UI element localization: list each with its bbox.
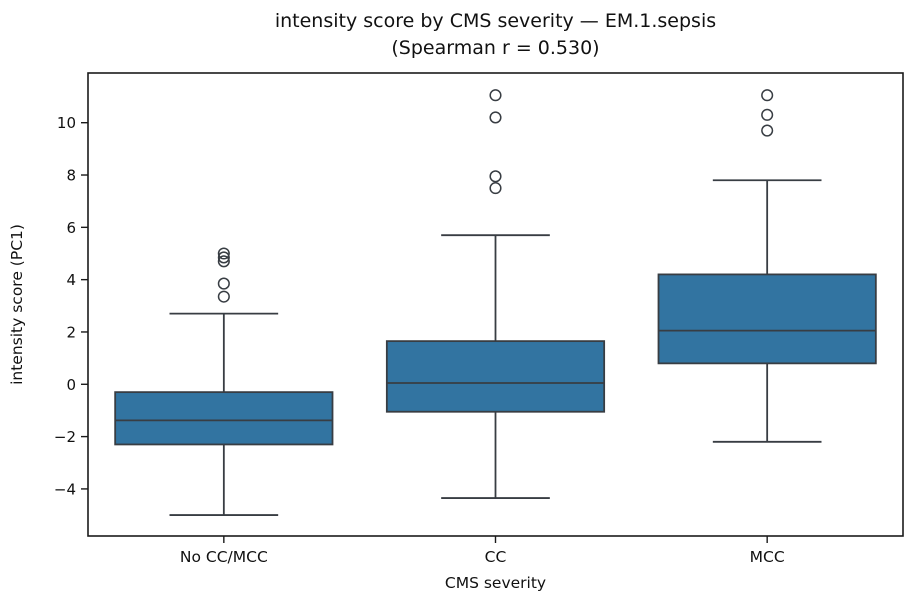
- y-tick-label: 4: [66, 271, 76, 289]
- y-tick-label: 8: [66, 167, 76, 185]
- iqr-box: [657, 273, 877, 365]
- y-tick-label: 0: [66, 376, 76, 394]
- y-tick-label: 10: [57, 114, 76, 132]
- outlier-point: [761, 124, 774, 137]
- iqr-box: [114, 391, 334, 446]
- x-tick-label: No CC/MCC: [180, 548, 268, 566]
- axes-frame: [87, 72, 904, 537]
- x-tick-label: MCC: [750, 548, 785, 566]
- x-tick-label: CC: [485, 548, 507, 566]
- y-tick-label: 2: [66, 323, 76, 341]
- chart-title-line2: (Spearman r = 0.530): [391, 36, 600, 59]
- chart-title: intensity score by CMS severity — EM.1.s…: [88, 8, 903, 61]
- outlier-point: [217, 255, 230, 268]
- x-axis-label: CMS severity: [445, 574, 546, 592]
- outlier-point: [761, 108, 774, 121]
- outlier-point: [761, 89, 774, 102]
- y-axis-label: intensity score (PC1): [8, 224, 26, 385]
- outlier-point: [217, 277, 230, 290]
- outlier-point: [217, 247, 230, 260]
- y-tick-label: −2: [54, 428, 76, 446]
- outlier-point: [489, 89, 502, 102]
- outlier-point: [217, 251, 230, 264]
- outlier-point: [217, 290, 230, 303]
- chart-title-line1: intensity score by CMS severity — EM.1.s…: [274, 10, 717, 32]
- outlier-point: [489, 111, 502, 124]
- outlier-point: [489, 182, 502, 195]
- outlier-point: [489, 170, 502, 183]
- iqr-box: [385, 340, 606, 413]
- y-tick-label: 6: [66, 219, 76, 237]
- y-tick-label: −4: [54, 480, 76, 498]
